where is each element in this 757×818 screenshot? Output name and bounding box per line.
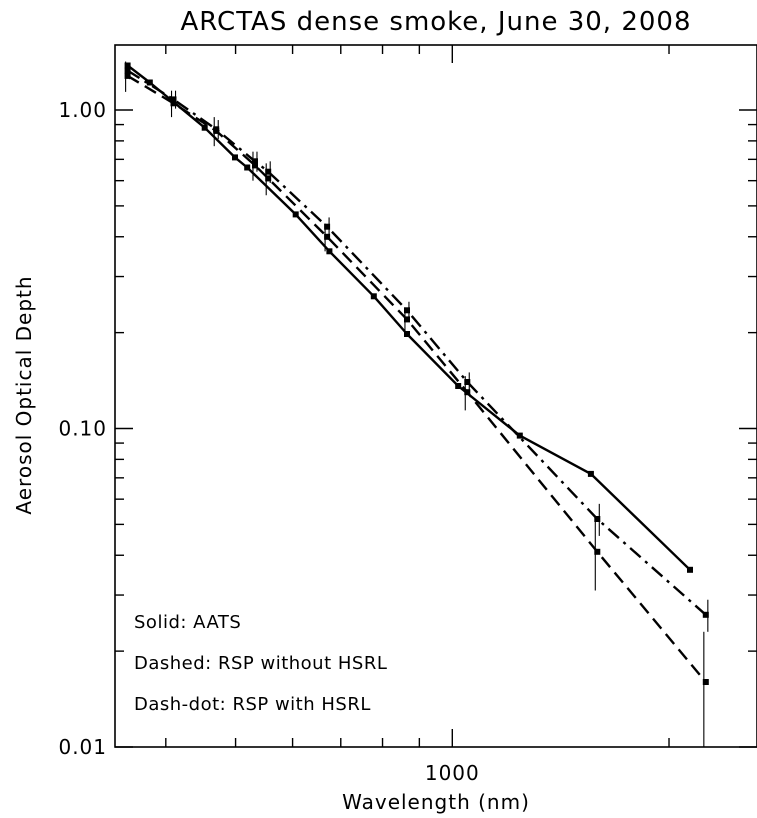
data-point-dashed: [464, 389, 471, 396]
x-axis-label: Wavelength (nm): [342, 790, 530, 814]
y-axis-label: Aerosol Optical Depth: [12, 275, 36, 514]
y-tick-label: 0.01: [58, 735, 107, 759]
data-point-dashed: [170, 100, 177, 107]
series-line-dashed: [126, 74, 707, 683]
data-point-solid: [201, 124, 208, 131]
series-dashed: [124, 61, 709, 747]
data-point-solid: [687, 566, 693, 573]
data-point-dashed: [252, 162, 258, 169]
series-line-dash-dot: [126, 69, 707, 616]
data-point-solid: [292, 211, 299, 218]
data-point-dash-dot: [702, 611, 709, 618]
data-point-solid: [404, 331, 410, 337]
legend-label-dash-dot: Dash-dot: RSP with HSRL: [134, 694, 371, 715]
data-point-solid: [124, 62, 131, 69]
data-point-solid: [370, 293, 377, 300]
plot-frame: [114, 44, 757, 748]
data-point-dash-dot: [124, 67, 131, 74]
data-point-dashed: [124, 72, 131, 79]
data-point-solid: [326, 248, 333, 255]
data-point-dashed: [594, 548, 601, 555]
data-point-solid: [146, 79, 153, 86]
data-point-dash-dot: [265, 168, 272, 175]
data-point-dash-dot: [594, 516, 601, 522]
series-solid: [124, 62, 693, 573]
y-tick-label: 0.10: [58, 417, 107, 441]
series-dash-dot: [124, 62, 709, 632]
data-point-dash-dot: [252, 158, 258, 165]
data-point-solid: [587, 470, 594, 477]
data-point-solid: [455, 383, 462, 389]
data-point-solid: [232, 154, 238, 161]
legend: Solid: AATS Dashed: RSP without HSRL Das…: [134, 612, 387, 715]
data-point-dashed: [702, 679, 709, 685]
chart-title: ARCTAS dense smoke, June 30, 2008: [180, 7, 691, 37]
data-point-dashed: [324, 233, 331, 240]
data-point-solid: [244, 164, 251, 171]
data-point-dash-dot: [404, 307, 410, 314]
data-point-dash-dot: [464, 379, 471, 385]
data-point-dash-dot: [170, 96, 177, 103]
data-point-dash-dot: [324, 223, 331, 230]
data-point-dash-dot: [213, 126, 220, 133]
data-point-dashed: [265, 175, 272, 182]
legend-label-dashed: Dashed: RSP without HSRL: [134, 653, 387, 674]
x-tick-label: 1000: [425, 761, 480, 785]
y-tick-label: 1.00: [58, 98, 107, 122]
data-point-dashed: [404, 316, 410, 323]
legend-label-solid: Solid: AATS: [134, 612, 241, 633]
data-point-solid: [516, 432, 523, 439]
